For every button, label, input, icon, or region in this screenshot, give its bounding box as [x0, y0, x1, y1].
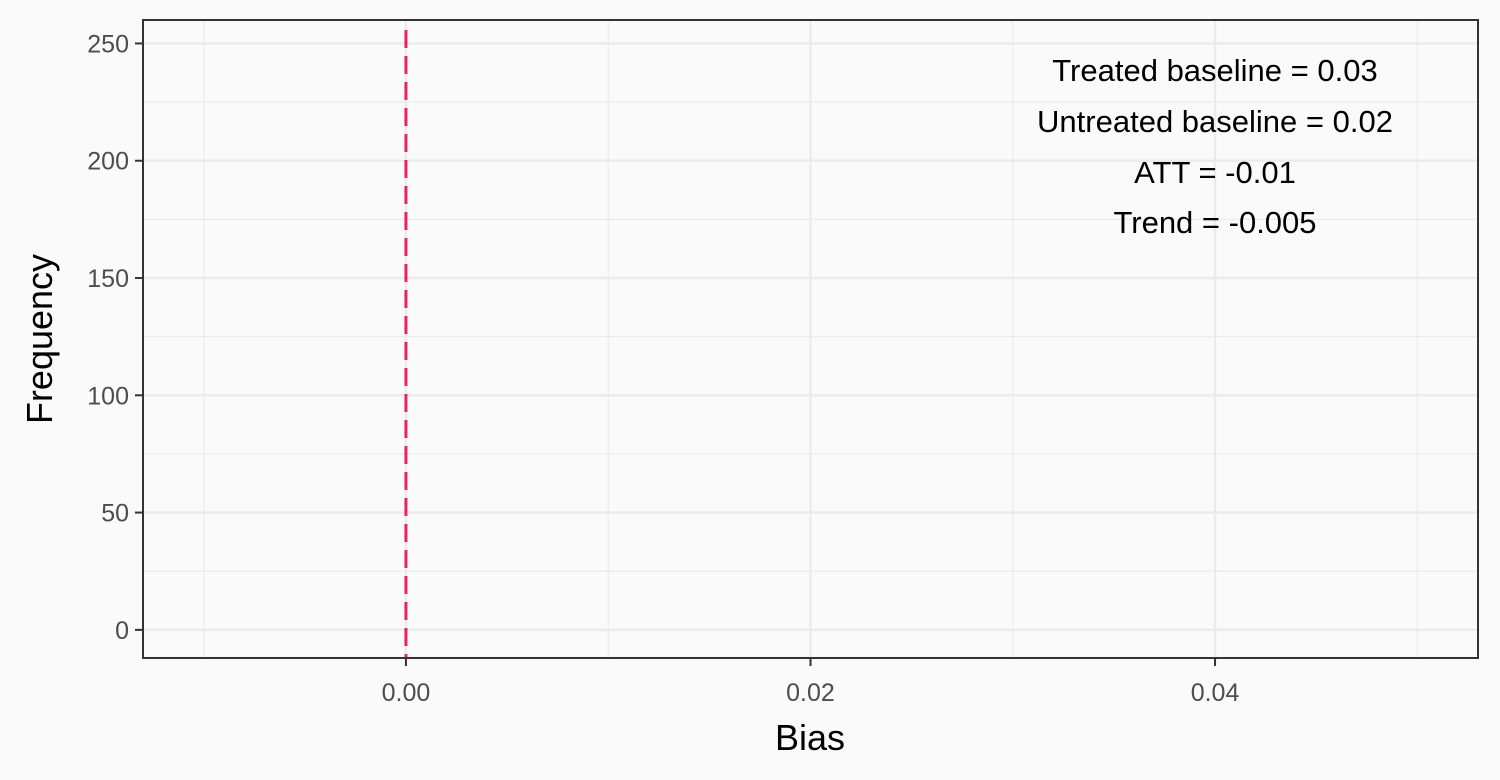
y-tick-label: 150	[87, 265, 129, 293]
annotations: Treated baseline = 0.03 Untreated baseli…	[1037, 53, 1393, 240]
x-axis-title: Bias	[775, 717, 845, 758]
x-axis: 0.00 0.02 0.04	[382, 658, 1240, 707]
annotation-untreated-baseline: Untreated baseline = 0.02	[1037, 104, 1393, 139]
x-tick-label: 0.00	[382, 679, 431, 707]
annotation-att: ATT = -0.01	[1134, 155, 1296, 190]
annotation-treated-baseline: Treated baseline = 0.03	[1052, 53, 1377, 88]
y-tick-label: 200	[87, 148, 129, 176]
y-axis: 0 50 100 150 200 250	[87, 30, 143, 645]
y-tick-label: 100	[87, 382, 129, 410]
y-tick-label: 250	[87, 30, 129, 58]
y-tick-label: 50	[101, 500, 129, 528]
annotation-trend: Trend = -0.005	[1113, 205, 1316, 240]
x-tick-label: 0.02	[786, 679, 835, 707]
y-tick-label: 0	[115, 617, 129, 645]
x-tick-label: 0.04	[1191, 679, 1240, 707]
y-axis-title: Frequency	[19, 254, 60, 424]
